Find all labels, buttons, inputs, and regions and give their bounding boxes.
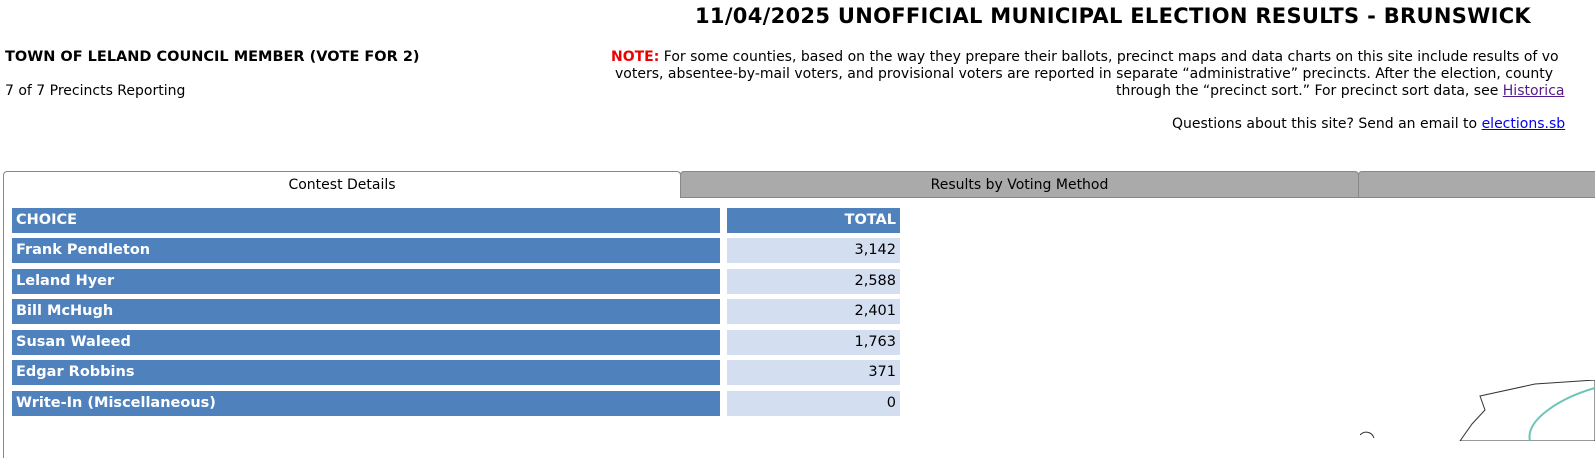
precinct-map: [1360, 380, 1595, 441]
note-text: voters, absentee-by-mail voters, and pro…: [615, 66, 1554, 82]
vote-total: 0: [727, 391, 900, 416]
candidate-name: Leland Hyer: [12, 268, 720, 294]
candidate-name: Frank Pendleton: [12, 238, 720, 263]
candidate-name: Write-In (Miscellaneous): [12, 391, 720, 416]
note-line: through the “precinct sort.” For precinc…: [1116, 83, 1564, 99]
contact-text: Questions about this site? Send an email…: [1172, 116, 1478, 132]
page: {"header": {"title": "11/04/2025 UNOFFIC…: [3, 4, 1595, 458]
candidate-name: Susan Waleed: [12, 329, 720, 355]
candidate-name: Bill McHugh: [12, 299, 720, 325]
vote-total: 3,142: [727, 238, 900, 263]
vote-total: 2,401: [727, 299, 900, 325]
note-text: For some counties, based on the way they…: [663, 49, 1559, 65]
precincts-reporting: 7 of 7 Precincts Reporting: [5, 83, 186, 99]
email-link[interactable]: elections.sb: [1481, 116, 1566, 132]
tab-panel: [3, 198, 1595, 458]
vote-total: 1,763: [727, 329, 900, 355]
contact-line: Questions about this site? Send an email…: [1172, 116, 1565, 132]
note-text: through the “precinct sort.” For precinc…: [1116, 83, 1499, 99]
note-line: NOTE: For some counties, based on the wa…: [611, 49, 1559, 65]
page-title: 11/04/2025 UNOFFICIAL MUNICIPAL ELECTION…: [695, 4, 1532, 28]
vote-total: 2,588: [727, 268, 900, 294]
vote-total: 371: [727, 360, 900, 386]
note-label: NOTE:: [611, 49, 660, 65]
candidate-name: Edgar Robbins: [12, 360, 720, 386]
tab[interactable]: [1358, 171, 1595, 198]
tab[interactable]: Results by Voting Method: [680, 171, 1359, 198]
column-header: TOTAL: [727, 208, 900, 233]
historical-link[interactable]: Historica: [1502, 83, 1565, 99]
column-header: CHOICE: [12, 208, 720, 233]
contest-title: TOWN OF LELAND COUNCIL MEMBER (VOTE FOR …: [5, 49, 420, 65]
tab[interactable]: Contest Details: [3, 171, 681, 198]
